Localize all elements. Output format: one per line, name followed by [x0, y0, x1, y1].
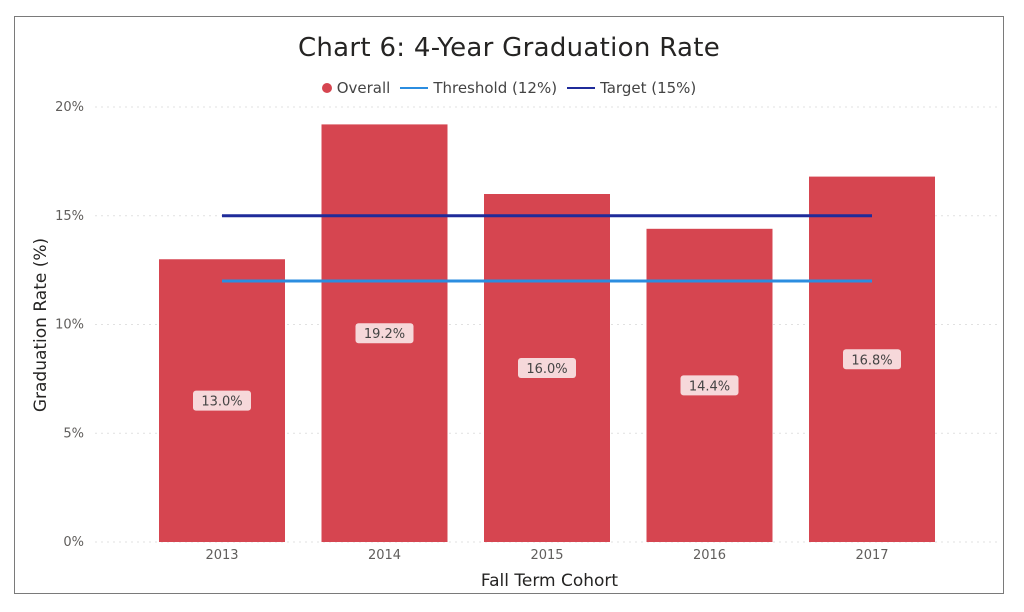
legend-target-marker: [567, 87, 596, 89]
y-tick-label: 10%: [55, 318, 84, 333]
legend-threshold-marker: [400, 87, 429, 89]
legend-overall-marker: [321, 83, 332, 93]
data-label: 19.2%: [364, 327, 405, 342]
x-tick-label: 2014: [368, 548, 401, 563]
data-label: 13.0%: [201, 395, 242, 410]
data-label-bg: [680, 375, 739, 396]
data-label-bg: [355, 323, 414, 344]
x-tick-label: 2017: [855, 548, 888, 563]
y-tick-label: 15%: [55, 209, 84, 224]
x-tick-label: 2015: [530, 548, 563, 563]
x-tick-label: 2013: [205, 548, 238, 563]
legend-item-target[interactable]: Target (15%): [567, 79, 696, 97]
y-tick-label: 5%: [63, 426, 84, 441]
legend-overall-label: Overall: [336, 79, 391, 97]
data-label: 16.8%: [851, 353, 892, 368]
y-tick-label: 20%: [55, 100, 84, 115]
y-tick-label: 0%: [63, 535, 84, 550]
legend-threshold-label: Threshold (12%): [433, 79, 558, 97]
chart-legend: Overall Threshold (12%) Target (15%): [15, 79, 1003, 97]
data-label-bg: [843, 349, 901, 370]
y-axis-title: Graduation Rate (%): [31, 238, 51, 412]
data-label: 14.4%: [689, 379, 730, 394]
chart-title: Chart 6: 4-Year Graduation Rate: [297, 33, 721, 63]
legend-item-threshold[interactable]: Threshold (12%): [400, 79, 557, 97]
data-label-bg: [193, 390, 251, 411]
legend-target-label: Target (15%): [600, 79, 697, 97]
data-label-bg: [518, 358, 576, 378]
x-axis-title: Fall Term Cohort: [481, 571, 619, 591]
x-tick-label: 2016: [693, 548, 726, 563]
legend-item-overall[interactable]: Overall: [321, 79, 391, 97]
data-label: 16.0%: [526, 362, 567, 377]
